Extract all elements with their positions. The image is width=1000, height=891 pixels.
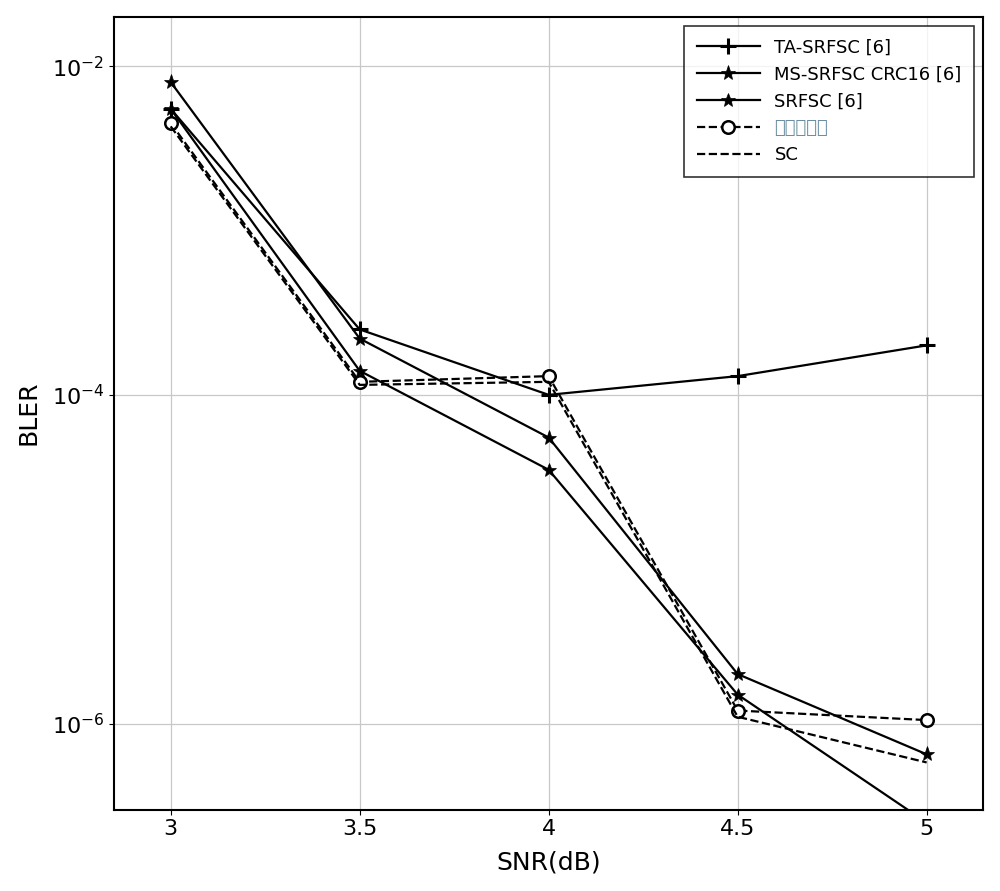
MS-SRFSC CRC16 [6] xyxy=(354,333,366,344)
MS-SRFSC CRC16 [6] xyxy=(732,669,744,680)
SRFSC [6] xyxy=(543,464,555,475)
Line: SRFSC [6]: SRFSC [6] xyxy=(164,102,934,830)
Line: SC: SC xyxy=(171,127,927,763)
Line: TA-SRFSC [6]: TA-SRFSC [6] xyxy=(162,101,935,404)
SRFSC [6] xyxy=(921,817,933,828)
本发明方案 xyxy=(732,705,744,715)
TA-SRFSC [6] xyxy=(543,389,555,400)
TA-SRFSC [6] xyxy=(354,324,366,335)
MS-SRFSC CRC16 [6] xyxy=(543,432,555,443)
SC xyxy=(354,380,366,390)
本发明方案 xyxy=(354,377,366,388)
SC xyxy=(543,377,555,388)
SC xyxy=(921,757,933,768)
SC xyxy=(732,711,744,722)
TA-SRFSC [6] xyxy=(165,103,177,114)
本发明方案 xyxy=(921,715,933,725)
SC xyxy=(165,121,177,132)
本发明方案 xyxy=(543,371,555,381)
MS-SRFSC CRC16 [6] xyxy=(165,77,177,87)
TA-SRFSC [6] xyxy=(732,371,744,381)
SRFSC [6] xyxy=(354,365,366,376)
Line: 本发明方案: 本发明方案 xyxy=(164,117,933,726)
SRFSC [6] xyxy=(165,103,177,114)
MS-SRFSC CRC16 [6] xyxy=(921,749,933,760)
SRFSC [6] xyxy=(732,690,744,700)
Line: MS-SRFSC CRC16 [6]: MS-SRFSC CRC16 [6] xyxy=(163,75,934,762)
X-axis label: SNR(dB): SNR(dB) xyxy=(496,850,601,874)
Legend: TA-SRFSC [6], MS-SRFSC CRC16 [6], SRFSC [6], 本发明方案, SC: TA-SRFSC [6], MS-SRFSC CRC16 [6], SRFSC … xyxy=(684,26,974,177)
TA-SRFSC [6] xyxy=(921,340,933,351)
本发明方案 xyxy=(165,118,177,128)
Y-axis label: BLER: BLER xyxy=(17,380,41,446)
